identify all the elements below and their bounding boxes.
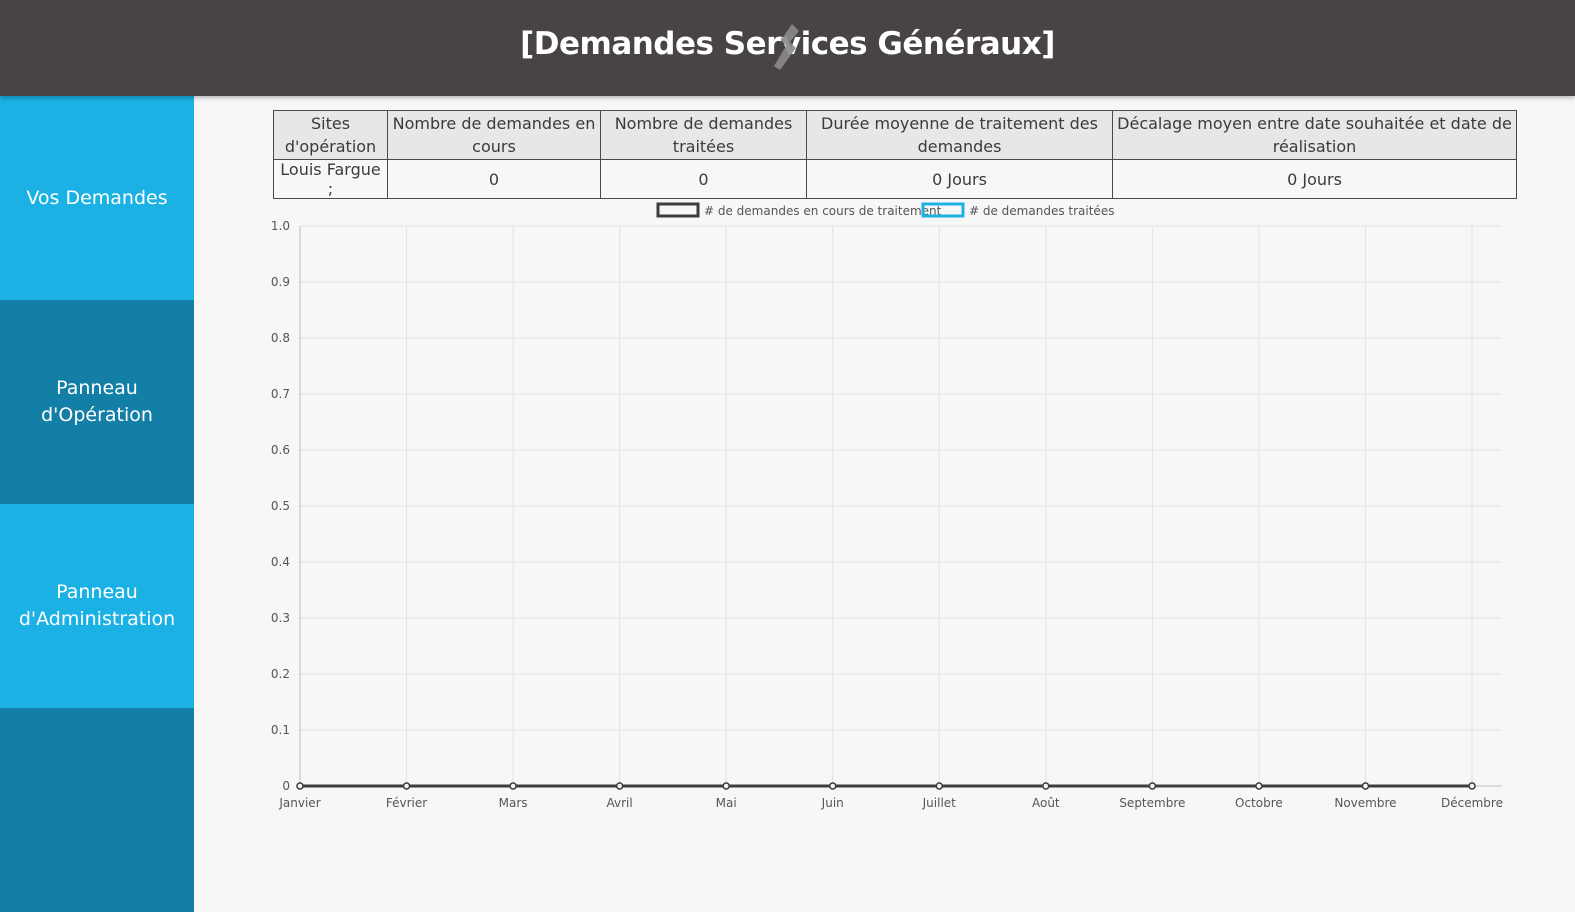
y-tick-label: 0.1	[271, 723, 290, 737]
column-header: Nombre de demandes traitées	[600, 110, 807, 160]
x-tick-label: Août	[1032, 796, 1060, 810]
x-tick-label: Novembre	[1334, 796, 1396, 810]
chart-axes: 0 0.1 0.2 0.3 0.4 0.5 0.6 0.7 0.8 0.9 1.0 Janvier Fé…	[271, 219, 1503, 810]
x-tick-label: Décembre	[1441, 796, 1503, 810]
y-tick-label: 0.6	[271, 443, 290, 457]
data-point[interactable]	[828, 782, 837, 790]
table-cell: 0 Jours	[1112, 159, 1517, 199]
data-point[interactable]	[509, 782, 517, 790]
column-header: Décalage moyen entre date souhaitée et d…	[1112, 110, 1517, 160]
table-cell: Louis Fargue ;	[273, 159, 388, 199]
stats-table: Sites d'opération Nombre de demandes en …	[273, 110, 1517, 199]
table-cell: 0	[387, 159, 601, 199]
legend-swatch-traitees	[921, 202, 965, 218]
table-cell: 0	[600, 159, 807, 199]
data-point[interactable]	[1042, 782, 1050, 790]
table-cell: 0 Jours	[806, 159, 1113, 199]
wrench-icon	[774, 24, 799, 70]
column-header: Durée moyenne de traitement des demandes	[806, 110, 1113, 160]
y-tick-label: 0.9	[271, 275, 290, 289]
legend-swatch-en-cours	[656, 202, 700, 218]
y-tick-label: 1.0	[271, 219, 290, 233]
column-header: Sites d'opération	[273, 110, 388, 160]
x-tick-label: Juin	[821, 796, 844, 810]
sidebar-item-label: Vos Demandes	[26, 186, 168, 209]
data-point[interactable]	[1361, 782, 1370, 790]
sidebar-item-panneau-administration[interactable]: Panneau d'Administration	[0, 504, 194, 708]
y-tick-label: 0.2	[271, 667, 290, 681]
y-tick-label: 0.8	[271, 331, 290, 345]
x-tick-label: Octobre	[1235, 796, 1283, 810]
y-tick-label: 0	[282, 779, 290, 793]
sidebar-item-extra[interactable]	[0, 708, 194, 912]
data-point[interactable]	[935, 782, 944, 790]
x-tick-label: Février	[386, 796, 427, 810]
x-tick-label: Janvier	[278, 796, 320, 810]
x-tick-label: Mai	[716, 796, 737, 810]
y-tick-label: 0.7	[271, 387, 290, 401]
line-chart: # de demandes en cours de traitement # d…	[271, 202, 1503, 810]
data-point[interactable]	[402, 782, 411, 790]
data-point[interactable]	[615, 782, 624, 790]
y-tick-label: 0.4	[271, 555, 290, 569]
data-point[interactable]	[722, 782, 730, 790]
sidebar-item-label: Panneau d'Administration	[18, 581, 176, 630]
data-point[interactable]	[1148, 782, 1157, 790]
sidebar-item-label: Panneau d'Opération	[41, 377, 153, 426]
table-header-row: Sites d'opération Nombre de demandes en …	[273, 110, 1517, 160]
x-tick-label: Septembre	[1119, 796, 1185, 810]
data-point[interactable]	[1468, 782, 1476, 790]
sidebar-item-vos-demandes[interactable]: Vos Demandes	[0, 96, 194, 300]
column-header: Nombre de demandes en cours	[387, 110, 601, 160]
x-tick-label: Avril	[607, 796, 633, 810]
chart-grid	[299, 225, 1502, 787]
y-tick-label: 0.5	[271, 499, 290, 513]
x-tick-label: Mars	[499, 796, 528, 810]
sidebar-item-panneau-operation[interactable]: Panneau d'Opération	[0, 300, 194, 504]
x-tick-label: Juillet	[922, 796, 957, 810]
chart-series	[296, 782, 1476, 790]
legend-label-traitees: # de demandes traitées	[969, 204, 1114, 218]
legend-label-en-cours: # de demandes en cours de traitement	[704, 204, 942, 218]
y-tick-label: 0.3	[271, 611, 290, 625]
data-point[interactable]	[296, 782, 304, 790]
sidebar: Vos Demandes Panneau d'Opération Panneau…	[0, 96, 194, 912]
table-row: Louis Fargue ; 0 0 0 Jours 0 Jours	[273, 159, 1517, 199]
data-point[interactable]	[1255, 782, 1263, 790]
chart-legend: # de demandes en cours de traitement # d…	[656, 202, 1114, 218]
